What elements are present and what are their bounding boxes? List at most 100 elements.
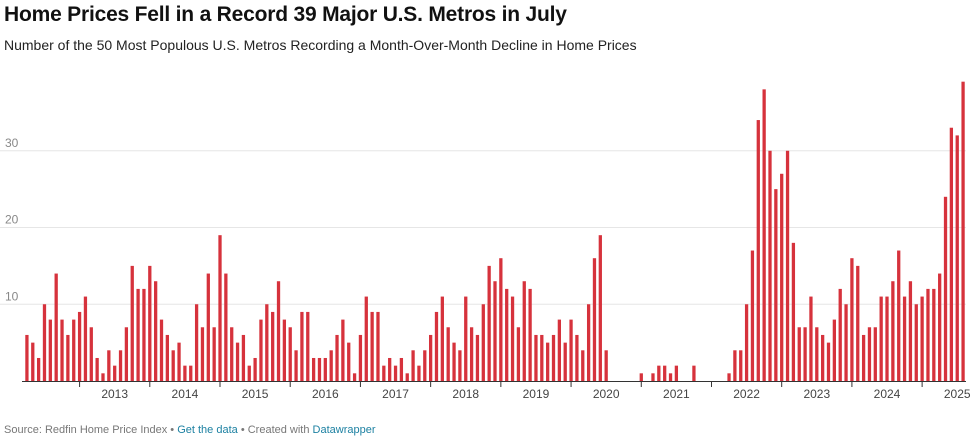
- get-data-link[interactable]: Get the data: [177, 424, 238, 436]
- bar: [791, 242, 796, 381]
- bar: [399, 357, 404, 381]
- bar: [873, 327, 877, 381]
- bar: [493, 281, 497, 381]
- bar: [522, 281, 526, 381]
- bar: [452, 342, 456, 382]
- bar: [247, 365, 251, 381]
- bar: [434, 311, 439, 381]
- bar: [832, 319, 836, 381]
- bar: [464, 296, 468, 381]
- bar: [393, 365, 398, 381]
- bar: [376, 311, 380, 381]
- bar: [271, 311, 275, 381]
- bar: [306, 311, 310, 381]
- bar: [920, 296, 924, 381]
- bar: [382, 365, 386, 381]
- bar: [674, 365, 679, 381]
- bar: [276, 281, 281, 381]
- bar: [177, 342, 181, 382]
- bar: [657, 365, 661, 381]
- bar: [440, 296, 444, 381]
- bar: [48, 319, 52, 381]
- bar: [335, 334, 339, 381]
- bar: [259, 319, 263, 381]
- bar: [130, 265, 134, 382]
- bar: [282, 319, 287, 381]
- x-tick-label: 2017: [382, 387, 409, 401]
- bar: [908, 281, 913, 381]
- x-tick-label: 2018: [452, 387, 479, 401]
- bar: [844, 304, 848, 381]
- bar: [914, 304, 918, 381]
- bar: [25, 334, 29, 381]
- bar: [891, 281, 895, 381]
- bar: [961, 81, 965, 382]
- bar: [692, 365, 696, 381]
- bar: [388, 357, 392, 381]
- bar: [651, 373, 655, 381]
- bar: [107, 350, 111, 381]
- bar: [411, 350, 415, 381]
- bar: [569, 319, 573, 381]
- bar: [499, 258, 503, 381]
- bar: [118, 350, 123, 381]
- bar: [300, 311, 304, 381]
- bar: [575, 334, 579, 381]
- bar: [826, 342, 831, 382]
- bar: [370, 311, 374, 381]
- bar: [856, 265, 860, 382]
- bar: [72, 319, 76, 381]
- bar: [932, 288, 936, 381]
- bar: [592, 258, 597, 381]
- bar: [774, 189, 778, 382]
- bar: [171, 350, 175, 381]
- chart-footer: Source: Redfin Home Price Index • Get th…: [4, 424, 376, 436]
- bar: [31, 342, 35, 382]
- bar: [95, 357, 99, 381]
- bar: [469, 327, 474, 381]
- bar: [510, 296, 515, 381]
- bar: [563, 342, 567, 382]
- bar: [83, 296, 88, 381]
- x-tick-label: 2016: [312, 387, 339, 401]
- bar: [183, 365, 187, 381]
- y-axis-ticks: 10 20 30: [5, 136, 19, 304]
- bar: [294, 350, 298, 381]
- bar: [809, 296, 813, 381]
- bar: [768, 150, 772, 381]
- bar: [230, 327, 234, 381]
- bar: [949, 127, 954, 381]
- x-tick-label: 2015: [242, 387, 269, 401]
- gridlines: [0, 150, 966, 305]
- x-tick-label: 2023: [803, 387, 830, 401]
- bar: [551, 334, 556, 381]
- x-tick-label: 2025: [944, 387, 971, 401]
- bar: [42, 304, 47, 381]
- bar: [815, 327, 819, 381]
- bar: [762, 89, 766, 381]
- bar: [850, 258, 854, 381]
- bar: [604, 350, 608, 381]
- bar: [364, 296, 368, 381]
- bar: [867, 327, 872, 381]
- bar: [60, 319, 64, 381]
- bar: [897, 250, 901, 381]
- bar: [938, 273, 942, 381]
- bar: [154, 281, 158, 381]
- x-tick-label: 2014: [172, 387, 199, 401]
- bar: [352, 373, 357, 381]
- bar: [534, 334, 538, 381]
- bar: [546, 342, 550, 382]
- bar: [785, 150, 790, 381]
- x-tick-label: 2022: [733, 387, 760, 401]
- bar: [487, 265, 491, 382]
- bar: [668, 373, 673, 381]
- bar: [165, 334, 169, 381]
- bar: [405, 373, 409, 381]
- y-tick-label: 20: [5, 213, 19, 227]
- datawrapper-link[interactable]: Datawrapper: [312, 424, 376, 436]
- y-tick-label: 10: [5, 289, 19, 303]
- footer-separator: •: [167, 424, 178, 436]
- bar: [475, 334, 480, 381]
- bar: [598, 235, 602, 381]
